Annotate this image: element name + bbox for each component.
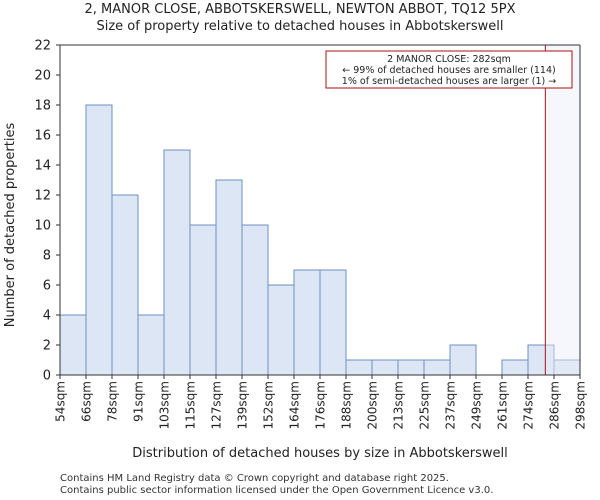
- annotation-line-2: ← 99% of detached houses are smaller (11…: [342, 65, 555, 76]
- y-tick-label: 18: [34, 99, 51, 114]
- y-tick-label: 2: [43, 339, 51, 354]
- y-tick-label: 0: [43, 369, 51, 384]
- x-tick-label: 298sqm: [574, 381, 588, 429]
- labels-layer: 0 2 4 6 8 10 12 14 16 18 20 22 54sqm 66sqm 78sqm 91sqm 1…: [3, 39, 588, 462]
- bar: [501, 359, 529, 376]
- bar: [345, 359, 373, 376]
- bar: [111, 194, 139, 376]
- y-axis-label: Number of detached properties: [3, 123, 18, 328]
- x-tick-label: 200sqm: [366, 381, 380, 429]
- larger-region-shade: [545, 45, 580, 375]
- x-tick-label: 176sqm: [314, 381, 328, 429]
- bar: [423, 359, 451, 376]
- x-tick-label: 225sqm: [418, 381, 432, 429]
- x-tick-label: 213sqm: [392, 381, 406, 429]
- bar: [137, 314, 165, 376]
- bar: [267, 284, 295, 376]
- bar: [449, 344, 477, 376]
- bar: [397, 359, 425, 376]
- x-tick-label: 261sqm: [496, 381, 510, 429]
- x-tick-label: 115sqm: [184, 381, 198, 429]
- bar: [215, 179, 243, 376]
- x-axis-label: Distribution of detached houses by size …: [132, 446, 507, 461]
- x-tick-label: 91sqm: [132, 381, 146, 422]
- x-tick-label: 66sqm: [80, 381, 94, 422]
- annotation-box: [325, 50, 573, 89]
- bar: [189, 224, 217, 376]
- bar: [85, 104, 113, 376]
- x-tick-label: 103sqm: [158, 381, 172, 429]
- bar: [527, 344, 555, 376]
- y-tick-label: 6: [43, 279, 51, 294]
- chart-subtitle: Size of property relative to detached ho…: [96, 19, 504, 34]
- footer-line-2: Contains public sector information licen…: [60, 485, 494, 496]
- y-tick-label: 16: [34, 129, 51, 144]
- x-tick-label: 127sqm: [210, 381, 224, 429]
- y-tick-label: 22: [34, 39, 51, 54]
- bar: [371, 359, 399, 376]
- bar: [59, 314, 87, 376]
- footer-line-1: Contains HM Land Registry data © Crown c…: [60, 473, 449, 484]
- bar: [293, 269, 321, 376]
- bars-layer: [59, 104, 581, 376]
- y-tick-label: 20: [34, 69, 51, 84]
- y-tick-label: 14: [34, 159, 51, 174]
- y-tick-label: 4: [43, 309, 51, 324]
- x-tick-label: 139sqm: [236, 381, 250, 429]
- x-tick-label: 286sqm: [548, 381, 562, 429]
- highlight-layer: 2 MANOR CLOSE: 282sqm← 99% of detached h…: [325, 45, 580, 375]
- chart-title: 2, MANOR CLOSE, ABBOTSKERSWELL, NEWTON A…: [84, 2, 516, 17]
- bar: [163, 149, 191, 376]
- x-tick-label: 237sqm: [444, 381, 458, 429]
- annotation-line-3: 1% of semi-detached houses are larger (1…: [342, 76, 556, 87]
- y-tick-label: 8: [43, 249, 51, 264]
- x-tick-label: 274sqm: [522, 381, 536, 429]
- annotation-line-1: 2 MANOR CLOSE: 282sqm: [387, 54, 511, 65]
- y-tick-label: 12: [34, 189, 51, 204]
- x-tick-label: 78sqm: [106, 381, 120, 422]
- x-tick-label: 152sqm: [262, 381, 276, 429]
- x-tick-label: 249sqm: [470, 381, 484, 429]
- bar: [319, 269, 347, 376]
- x-tick-label: 188sqm: [340, 381, 354, 429]
- x-tick-label: 54sqm: [54, 381, 68, 422]
- x-tick-label: 164sqm: [288, 381, 302, 429]
- axes-layer: [56, 44, 581, 379]
- y-tick-label: 10: [34, 219, 51, 234]
- bar: [241, 224, 269, 376]
